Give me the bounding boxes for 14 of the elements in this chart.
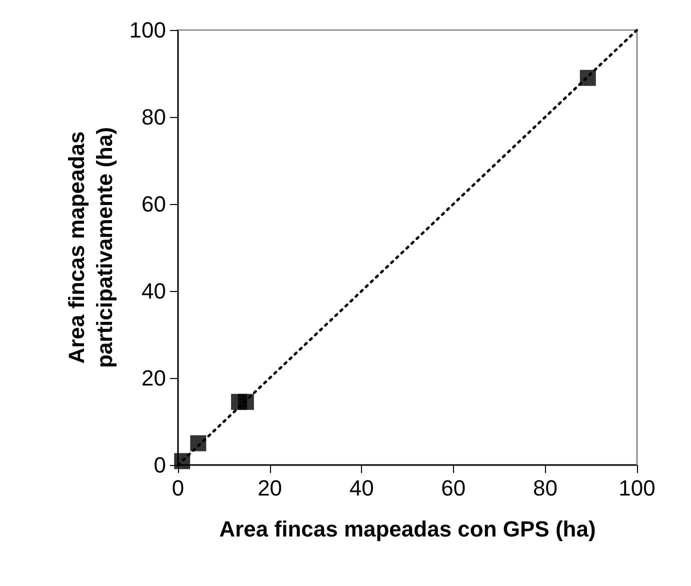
x-tick-label: 0 (172, 476, 184, 500)
y-axis-title: Area fincas mapeadas participativamente (ha) (64, 127, 117, 368)
y-tick-label: 100 (129, 18, 166, 42)
x-axis-title: Area fincas mapeadas con GPS (ha) (219, 516, 596, 542)
y-tick-label: 80 (142, 104, 166, 130)
y-tick-label: 60 (142, 192, 166, 216)
y-tick-label: 40 (142, 278, 166, 304)
x-tick-label: 100 (618, 476, 656, 500)
y-tick-label: 20 (142, 366, 166, 390)
x-tick-label: 20 (258, 476, 282, 500)
y-tick-label: 0 (154, 452, 166, 478)
x-tick-label: 40 (349, 476, 374, 500)
x-tick-label: 60 (441, 476, 466, 500)
x-tick-label: 80 (532, 476, 558, 500)
